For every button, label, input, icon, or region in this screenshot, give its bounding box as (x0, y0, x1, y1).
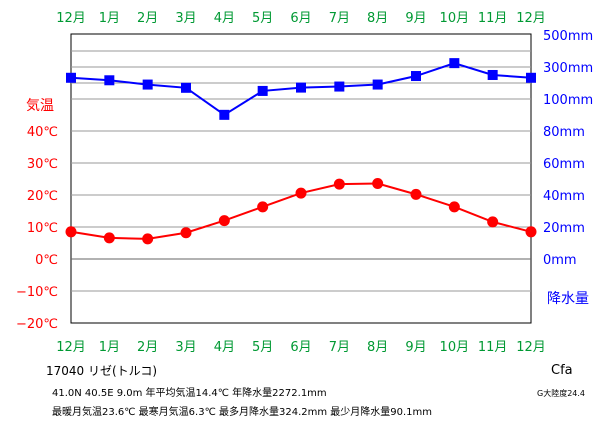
temperature-point (333, 178, 345, 190)
month-label-bottom: 4月 (214, 340, 235, 355)
temperature-point (525, 226, 537, 238)
precipitation-tick-label: 100mm (543, 93, 593, 108)
temperature-point (180, 227, 192, 239)
temperature-point (218, 215, 230, 227)
precipitation-tick-label: 300mm (543, 61, 593, 76)
precipitation-point (181, 82, 191, 93)
month-label-bottom: 1月 (99, 340, 120, 355)
month-label-bottom: 12月 (516, 340, 546, 355)
month-label-bottom: 3月 (175, 340, 196, 355)
temperature-tick-label: 0℃ (35, 253, 58, 268)
month-label-bottom: 10月 (440, 340, 470, 355)
continentality-label: G大陸度24.4 (537, 389, 586, 398)
temperature-point (372, 177, 384, 189)
temperature-point (410, 188, 422, 200)
temperature-point (295, 187, 307, 199)
month-label-top: 9月 (405, 11, 426, 26)
month-label-top: 12月 (56, 11, 86, 26)
month-label-top: 7月 (329, 11, 350, 26)
temperature-point (103, 232, 115, 244)
precipitation-point (526, 72, 536, 83)
precipitation-tick-label: 40mm (543, 189, 585, 204)
month-label-top: 12月 (516, 11, 546, 26)
month-label-top: 8月 (367, 11, 388, 26)
temperature-point (448, 201, 460, 213)
temperature-point (257, 201, 269, 213)
month-label-top: 11月 (478, 11, 508, 26)
month-label-bottom: 7月 (329, 340, 350, 355)
precipitation-point (257, 85, 268, 96)
precipitation-tick-label: 60mm (543, 157, 585, 172)
precipitation-point (487, 69, 498, 80)
month-label-bottom: 11月 (478, 340, 508, 355)
month-label-top: 4月 (214, 11, 235, 26)
precipitation-tick-label: 0mm (543, 253, 577, 268)
temperature-tick-label: 10℃ (27, 221, 58, 236)
station-label: 17040 リゼ(トルコ) (46, 364, 158, 378)
month-label-bottom: 5月 (252, 340, 273, 355)
plot-frame (70, 33, 532, 324)
temperature-tick-label: −10℃ (16, 285, 58, 300)
precipitation-tick-label: 500mm (543, 29, 593, 44)
month-label-top: 2月 (137, 11, 158, 26)
month-label-bottom: 8月 (367, 340, 388, 355)
month-label-top: 3月 (175, 11, 196, 26)
temperature-tick-label: 40℃ (27, 125, 58, 140)
month-label-bottom: 2月 (137, 340, 158, 355)
precipitation-point (334, 81, 345, 92)
temperature-axis-label: 気温 (26, 98, 54, 114)
temperature-point (65, 226, 77, 238)
precipitation-point (219, 109, 230, 120)
precipitation-point (296, 82, 306, 93)
precipitation-point (372, 79, 383, 90)
temperature-tick-label: 20℃ (27, 189, 58, 204)
temperature-tick-label: −20℃ (16, 317, 58, 332)
temperature-point (142, 233, 154, 245)
month-label-bottom: 12月 (56, 340, 86, 355)
precipitation-point (449, 58, 460, 69)
precipitation-point (142, 79, 153, 90)
precipitation-tick-label: 80mm (543, 125, 585, 140)
month-label-top: 5月 (252, 11, 273, 26)
stats-line-2: 最暖月気温23.6℃ 最寒月気温6.3℃ 最多月降水量324.2mm 最少月降水… (52, 407, 433, 418)
precipitation-point (411, 71, 421, 82)
temperature-tick-label: 30℃ (27, 157, 58, 172)
precipitation-tick-label: 20mm (543, 221, 585, 236)
month-label-bottom: 9月 (405, 340, 426, 355)
month-label-top: 10月 (440, 11, 470, 26)
month-label-bottom: 6月 (290, 340, 311, 355)
precipitation-axis-label: 降水量 (547, 291, 589, 307)
month-label-top: 1月 (99, 11, 120, 26)
climate-code: Cfa (551, 363, 573, 378)
precipitation-point (66, 72, 76, 83)
temperature-point (487, 216, 499, 228)
precipitation-point (104, 75, 115, 86)
stats-line-1: 41.0N 40.5E 9.0m 年平均気温14.4℃ 年降水量2272.1mm (52, 388, 327, 399)
month-label-top: 6月 (290, 11, 311, 26)
